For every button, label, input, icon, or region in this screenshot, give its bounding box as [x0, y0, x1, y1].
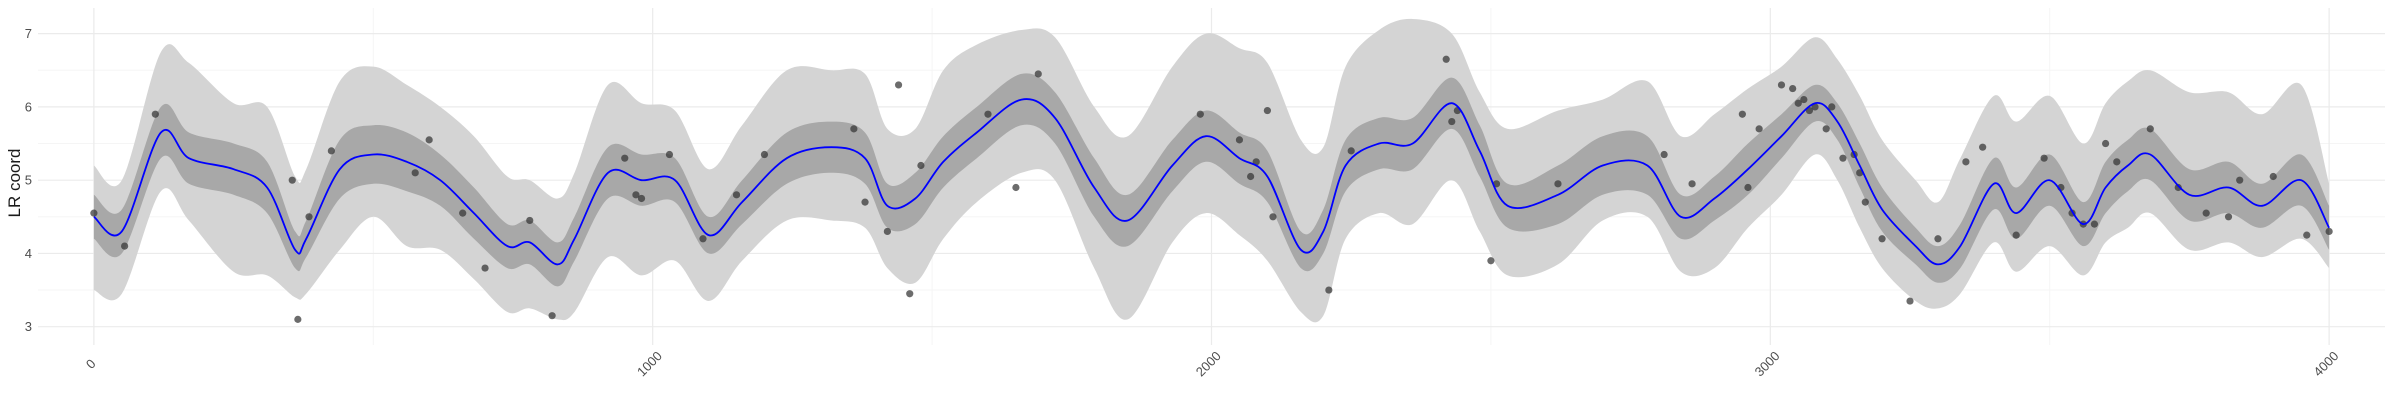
y-tick-label: 4	[25, 246, 32, 261]
outer-confidence-band	[93, 18, 2330, 323]
data-point	[1794, 99, 1802, 107]
data-point	[665, 150, 674, 159]
data-point	[760, 150, 769, 159]
data-point	[1247, 172, 1255, 181]
data-point	[1442, 55, 1450, 63]
data-point	[1263, 106, 1271, 115]
y-tick-label: 3	[25, 319, 32, 334]
data-point	[1878, 235, 1886, 243]
data-point	[327, 147, 335, 155]
data-point	[1839, 154, 1847, 162]
data-point	[2325, 227, 2333, 236]
data-point	[121, 242, 129, 250]
data-point	[1738, 110, 1746, 118]
data-point	[2113, 158, 2121, 166]
data-point	[861, 198, 869, 206]
data-point	[90, 209, 98, 217]
y-axis-tick-labels: 3 4 5 6 7	[25, 26, 32, 334]
data-point	[1012, 183, 1020, 192]
data-point	[1979, 143, 1987, 151]
inner-confidence-band	[93, 73, 2330, 287]
data-point	[305, 213, 313, 221]
data-point	[1660, 150, 1668, 159]
data-point	[459, 209, 467, 217]
data-point	[1034, 70, 1042, 78]
data-point	[632, 191, 640, 199]
data-point	[2303, 231, 2311, 239]
data-point	[1822, 125, 1830, 133]
data-point	[481, 264, 489, 272]
data-point	[1325, 286, 1333, 294]
data-point	[621, 154, 629, 162]
data-point	[526, 216, 534, 225]
data-point	[294, 315, 302, 323]
data-point	[548, 312, 556, 320]
data-point	[2236, 176, 2244, 184]
data-point	[1755, 125, 1763, 133]
data-point	[1800, 95, 1808, 104]
data-point	[1235, 136, 1244, 144]
data-point	[2174, 183, 2182, 192]
y-axis-title: LR coord	[5, 149, 24, 218]
data-point	[2269, 172, 2277, 181]
data-point	[1347, 147, 1355, 155]
data-point	[1688, 180, 1696, 188]
data-point	[151, 110, 159, 118]
data-point	[2101, 139, 2110, 148]
data-point	[1811, 103, 1819, 111]
data-point	[2202, 209, 2210, 217]
y-tick-label: 5	[25, 173, 32, 188]
data-point	[1448, 117, 1456, 126]
data-point	[732, 191, 741, 199]
data-point	[2090, 220, 2099, 228]
data-point	[1962, 158, 1970, 166]
y-tick-label: 6	[25, 99, 32, 114]
data-point	[1269, 213, 1277, 221]
data-point	[425, 136, 433, 144]
data-point	[917, 161, 925, 170]
data-point	[1554, 180, 1562, 188]
data-point	[1861, 198, 1869, 206]
data-point	[1744, 183, 1752, 192]
data-point	[906, 290, 914, 298]
data-point	[1934, 235, 1942, 243]
data-point	[1196, 110, 1204, 118]
data-point	[2224, 213, 2233, 221]
data-point	[850, 125, 858, 133]
data-point	[883, 227, 891, 236]
data-point	[984, 110, 992, 118]
mean-curve-line	[93, 98, 2330, 266]
data-point	[637, 194, 646, 203]
data-point	[2040, 154, 2048, 162]
data-point	[1487, 257, 1495, 265]
data-point	[2146, 125, 2154, 133]
data-point	[699, 235, 707, 243]
data-point	[894, 81, 903, 89]
data-point	[1828, 103, 1836, 111]
data-point	[2012, 231, 2020, 239]
data-point	[288, 176, 296, 184]
data-point	[1906, 297, 1914, 305]
data-point	[411, 169, 419, 177]
y-tick-label: 7	[25, 26, 32, 41]
data-point	[1777, 81, 1786, 89]
data-point	[1789, 84, 1797, 93]
